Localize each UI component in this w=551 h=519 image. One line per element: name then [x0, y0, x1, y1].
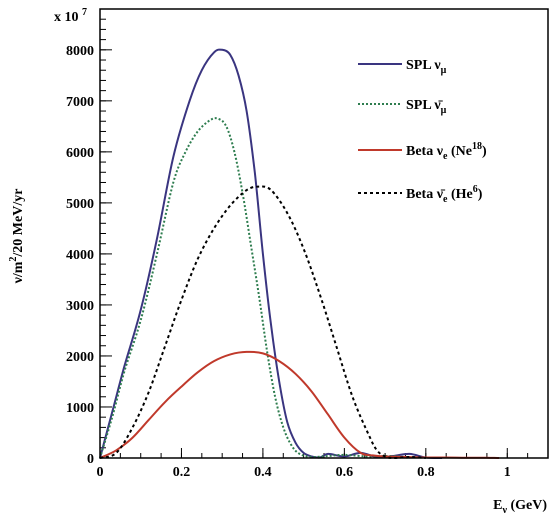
y-tick-label: 4000: [66, 248, 94, 263]
legend-label-3: Beta ν̄e (He6): [406, 184, 483, 205]
legend-prefix: Beta: [406, 187, 437, 202]
legend-close: ): [482, 144, 487, 159]
y-axis-label-rest: /20 MeV/yr: [11, 189, 26, 258]
y-axis-label-sup: 2: [8, 257, 19, 262]
x-tick-label: 0.4: [254, 465, 272, 480]
series-line-3: [99, 185, 426, 460]
legend-sub: e: [443, 151, 448, 162]
legend-label-1: SPL ν̄μ: [406, 98, 447, 116]
series-line-1: [99, 117, 410, 459]
x-axis-label-unit: (GeV): [507, 498, 547, 513]
plot-frame: [99, 8, 549, 459]
axis-ticks: 0 0.2 0.4 0.6 0.8 1 0 1000 2000 3000 4000 5000 6000 7…: [66, 8, 549, 480]
legend-sub: μ: [441, 105, 447, 116]
x-tick-label: 0.8: [417, 465, 435, 480]
y-tick-label: 7000: [66, 95, 94, 110]
legend-sub: e: [443, 194, 448, 205]
legend-sub: μ: [441, 65, 447, 76]
x-axis-label: Eν (GeV): [493, 498, 547, 516]
y-tick-label: 0: [87, 452, 94, 467]
x-tick-label: 0: [97, 465, 104, 480]
x-tick-label: 0.6: [336, 465, 354, 480]
legend-sym: ν̄: [436, 187, 446, 202]
legend-rest: (Ne: [447, 144, 472, 159]
x-tick-label: 1: [504, 465, 511, 480]
series-lines: [99, 48, 500, 460]
legend-close: ): [478, 187, 483, 202]
y-axis-multiplier: x 10 7: [54, 7, 87, 25]
x-axis-label-sub: ν: [501, 505, 507, 516]
legend-sup: 18: [472, 141, 482, 152]
legend-sup: 6: [473, 184, 478, 195]
y-tick-label: 5000: [66, 197, 94, 212]
y-tick-label: 3000: [66, 299, 94, 314]
y-axis-multiplier-base: x 10: [54, 10, 79, 25]
legend-label-0: SPL νμ: [406, 58, 447, 76]
y-tick-label: 8000: [66, 44, 94, 59]
legend-sym: ν: [433, 58, 441, 73]
legend-prefix: SPL: [406, 98, 434, 113]
legend-sym: ν̄: [433, 98, 443, 113]
legend-label-2: Beta νe (Ne18): [406, 141, 487, 162]
y-tick-label: 6000: [66, 146, 94, 161]
legend-rest: (He: [447, 187, 472, 202]
y-tick-label: 1000: [66, 401, 94, 416]
legend-prefix: Beta: [406, 144, 437, 159]
legend-prefix: SPL: [406, 58, 434, 73]
y-tick-label: 2000: [66, 350, 94, 365]
x-tick-label: 0.2: [173, 465, 191, 480]
legend-sym: ν: [436, 144, 444, 159]
y-axis-label: ν/m2/20 MeV/yr: [8, 189, 26, 285]
x-axis-label-main: E: [493, 498, 502, 513]
y-axis-label-main: ν/m: [11, 261, 26, 284]
y-axis-multiplier-exponent: 7: [82, 7, 87, 18]
